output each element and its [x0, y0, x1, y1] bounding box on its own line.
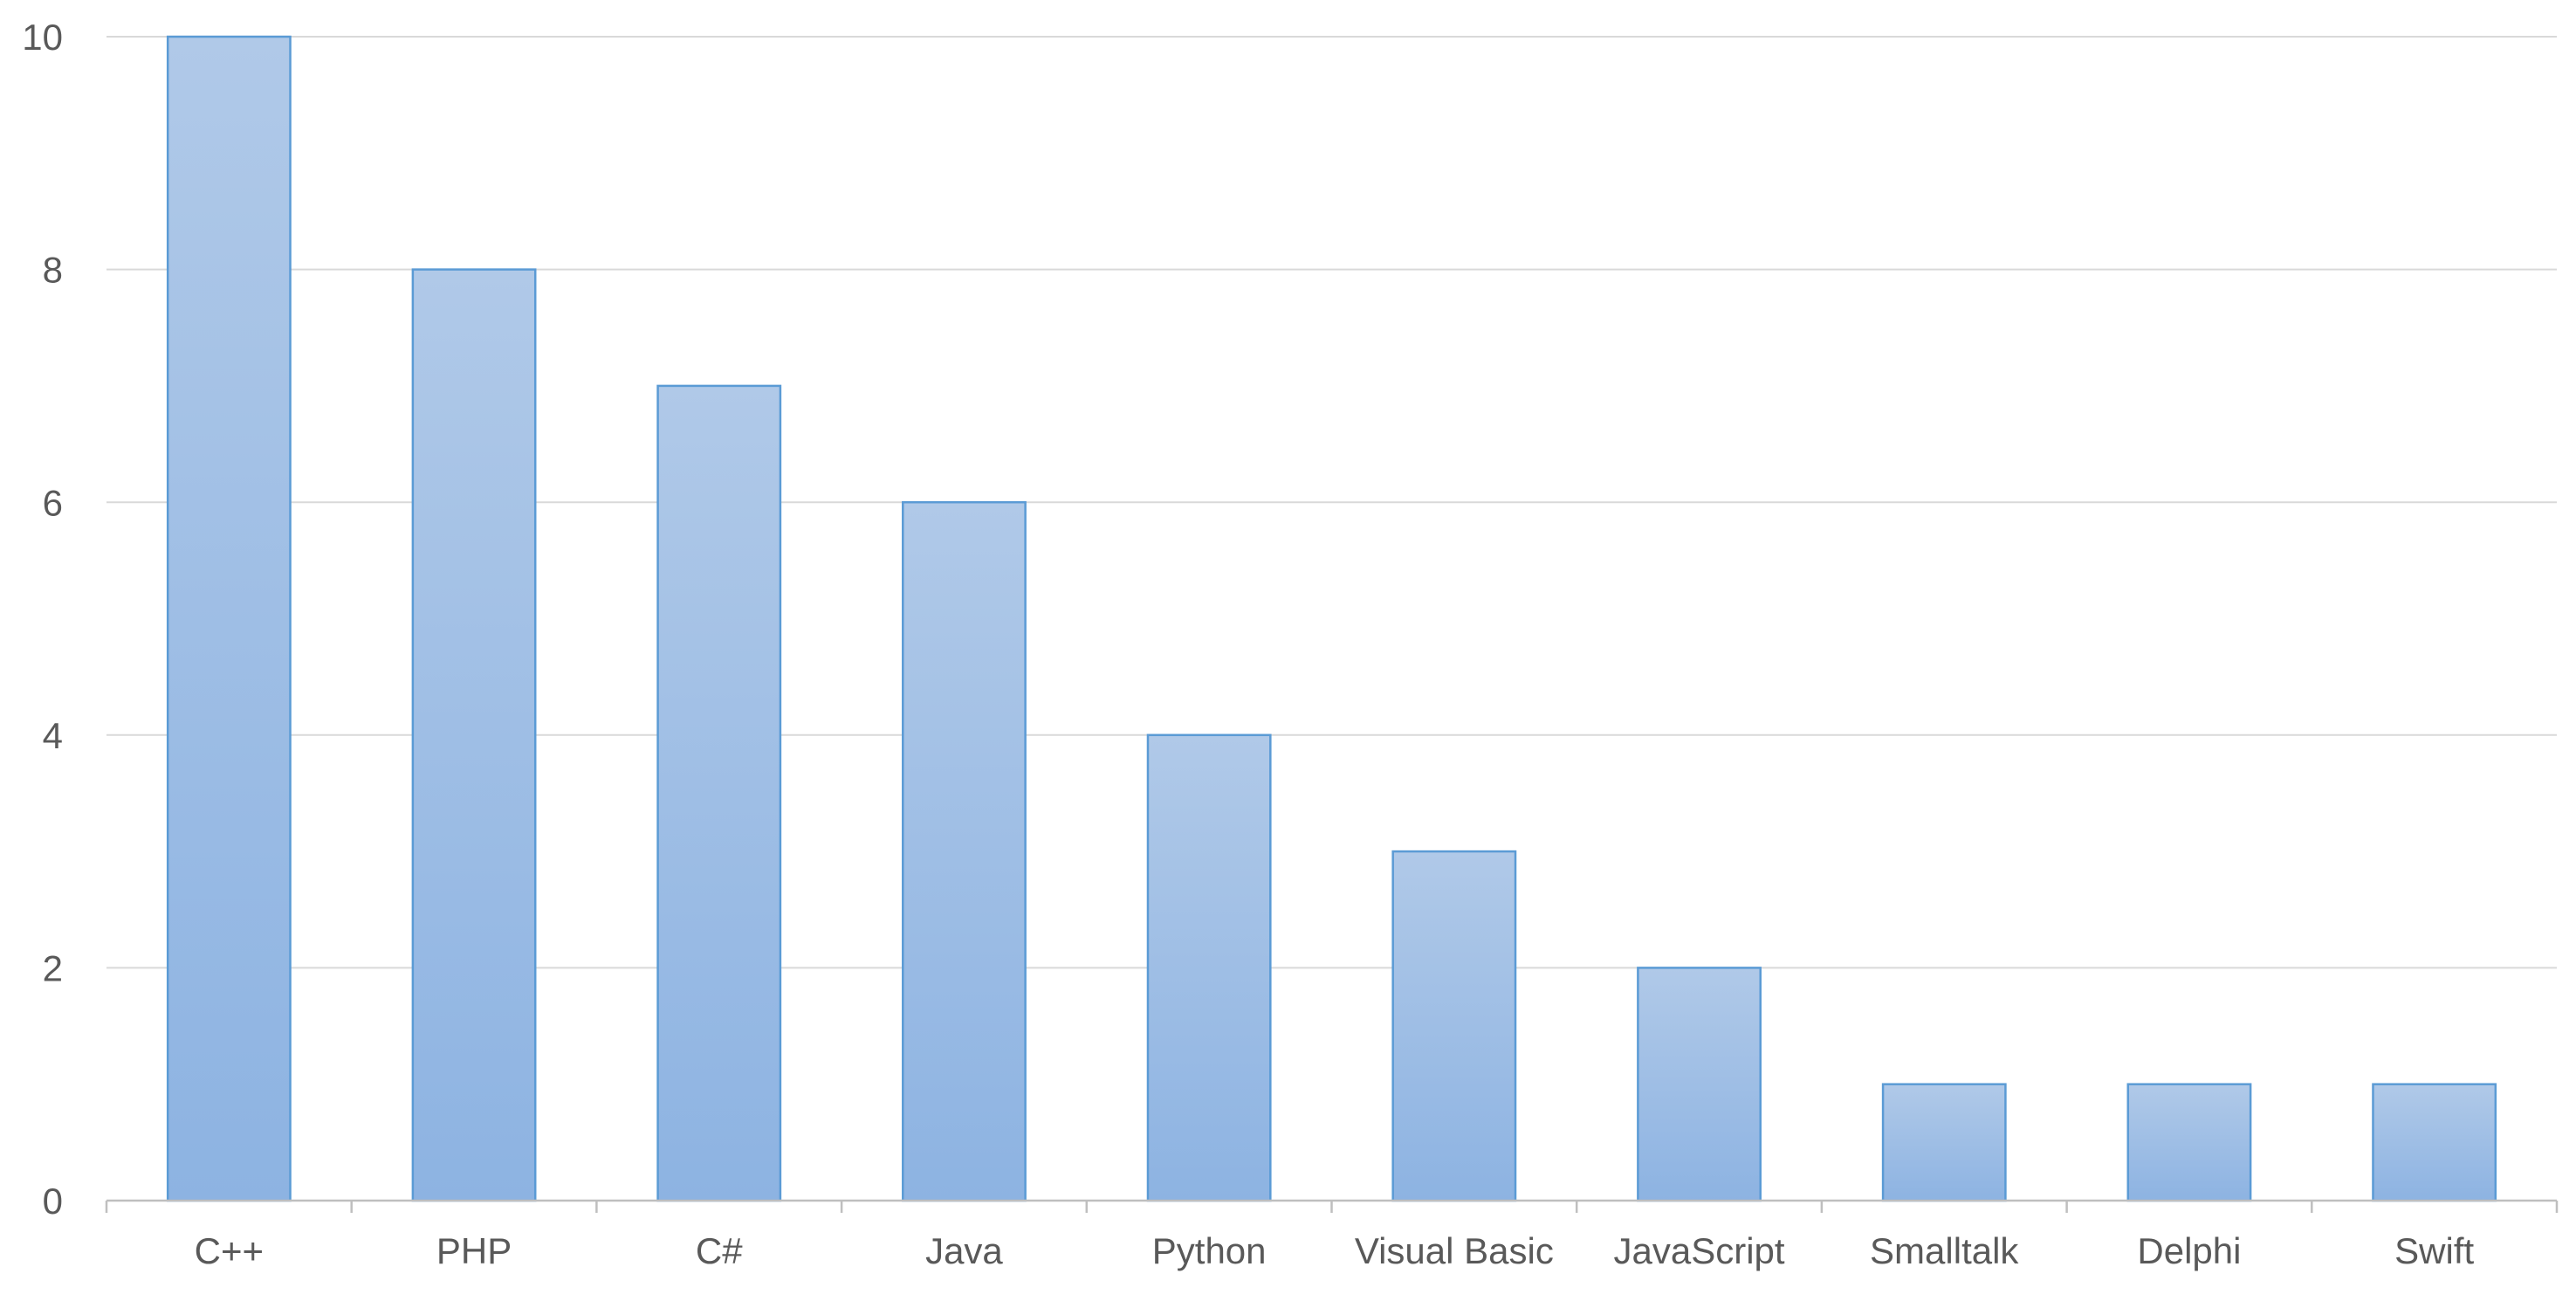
bar	[1881, 1083, 2007, 1202]
bar	[1146, 733, 1272, 1202]
x-tick-label: Visual Basic	[1355, 1230, 1554, 1271]
bar	[902, 500, 1027, 1202]
bar	[1637, 967, 1762, 1202]
x-tick-label: Delphi	[2137, 1230, 2241, 1271]
y-tick-label: 10	[22, 17, 63, 58]
x-tick-label: Swift	[2394, 1230, 2474, 1271]
x-tick-label: JavaScript	[1614, 1230, 1785, 1271]
x-tick-label: PHP	[436, 1230, 512, 1271]
y-tick-label: 0	[43, 1181, 63, 1222]
bar	[411, 268, 537, 1202]
x-axis-tick-labels: C++ PHP C# Java Python Visual Basic JavaScript…	[195, 1230, 2475, 1271]
bar	[2126, 1083, 2252, 1202]
bars	[166, 35, 2497, 1202]
bar	[2372, 1083, 2497, 1202]
x-tick-label: Smalltalk	[1870, 1230, 2019, 1271]
x-tick-label: C++	[195, 1230, 264, 1271]
bar	[1391, 850, 1517, 1202]
bar	[166, 35, 292, 1202]
x-tick-label: Java	[925, 1230, 1003, 1271]
y-tick-label: 8	[43, 250, 63, 291]
x-tick-label: C#	[696, 1230, 743, 1271]
y-tick-label: 2	[43, 948, 63, 989]
y-axis-tick-labels: 0 2 4 6 8 10	[22, 17, 63, 1222]
x-tick-label: Python	[1152, 1230, 1267, 1271]
x-axis	[105, 1199, 2559, 1213]
bar	[656, 384, 782, 1202]
y-tick-label: 4	[43, 715, 63, 756]
y-tick-label: 6	[43, 482, 63, 523]
